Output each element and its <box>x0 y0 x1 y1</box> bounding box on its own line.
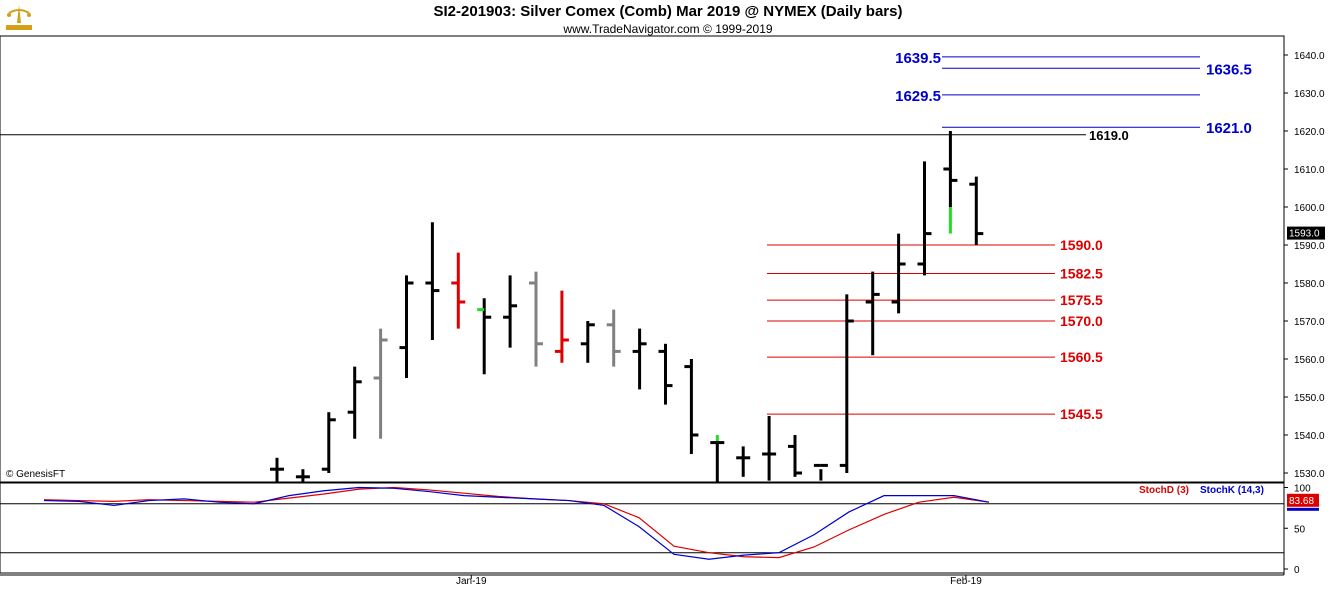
ohlc-bar <box>710 435 725 482</box>
chart-title: SI2-201903: Silver Comex (Comb) Mar 2019… <box>433 3 903 20</box>
stoch-plot <box>0 486 1284 560</box>
ohlc-bar <box>425 222 440 340</box>
level-label: 1619.0 <box>1089 128 1129 143</box>
last-price-box <box>1287 226 1325 240</box>
stoch-legend-d: StochD (3) <box>1139 485 1189 496</box>
ohlc-bar <box>839 294 854 473</box>
ohlc-bar <box>606 309 621 367</box>
price-tick-label: 1630.0 <box>1294 89 1325 100</box>
ohlc-bar <box>321 412 336 473</box>
ohlc-bar <box>943 131 958 234</box>
level-label: 1560.5 <box>1060 349 1103 365</box>
stoch-last-box <box>1287 493 1319 507</box>
ohlc-bar <box>762 416 777 481</box>
level-label: 1570.0 <box>1060 313 1103 329</box>
price-tick-label: 1610.0 <box>1294 165 1325 176</box>
level-label: 1621.0 <box>1206 120 1252 137</box>
ohlc-bar <box>270 457 284 482</box>
x-tick-label: Feb-19 <box>950 576 982 587</box>
ohlc-bar <box>632 328 647 390</box>
price-plot <box>0 56 1200 482</box>
stoch-last-label: 83.68 <box>1289 496 1314 507</box>
ohlc-bar <box>399 275 414 378</box>
price-tick-label: 1530.0 <box>1294 469 1325 480</box>
price-tick-label: 1620.0 <box>1294 127 1325 138</box>
ohlc-bar <box>347 366 362 439</box>
chart-subtitle: www.TradeNavigator.com © 1999-2019 <box>563 22 773 36</box>
copyright-label: © GenesisFT <box>6 469 66 480</box>
last-price-label: 1593.0 <box>1289 229 1320 240</box>
price-tick-label: 1580.0 <box>1294 279 1325 290</box>
stoch-tick-label: 50 <box>1294 524 1306 535</box>
trade-navigator-logo <box>4 3 34 33</box>
level-label: 1636.5 <box>1206 61 1252 78</box>
level-label: 1629.5 <box>895 88 941 105</box>
ohlc-bar <box>451 252 466 329</box>
price-tick-label: 1590.0 <box>1294 241 1325 252</box>
level-label: 1545.5 <box>1060 406 1103 422</box>
stoch-line <box>43 486 990 560</box>
ohlc-bar <box>295 469 310 482</box>
ohlc-bar <box>865 271 880 356</box>
level-label: 1639.5 <box>895 50 941 67</box>
stoch-panel-frame <box>0 482 1285 574</box>
price-tick-label: 1600.0 <box>1294 203 1325 214</box>
ohlc-bar <box>580 321 595 363</box>
price-tick-label: 1550.0 <box>1294 393 1325 404</box>
price-tick-label: 1640.0 <box>1294 51 1325 62</box>
ohlc-bar <box>373 328 388 439</box>
level-label: 1575.5 <box>1060 292 1103 308</box>
ohlc-bar <box>554 290 569 363</box>
ohlc-bar <box>658 343 673 405</box>
price-tick-label: 1560.0 <box>1294 355 1325 366</box>
stoch-tick-label: 0 <box>1294 565 1300 576</box>
ohlc-bar <box>917 161 932 276</box>
price-tick-label: 1540.0 <box>1294 431 1325 442</box>
x-tick-label: Jan-19 <box>456 576 487 587</box>
ohlc-bar <box>788 435 802 477</box>
ohlc-bar <box>684 359 699 454</box>
stoch-k-marker <box>1287 507 1319 511</box>
price-panel-frame <box>0 35 1285 483</box>
stoch-legend-k: StochK (14,3) <box>1200 485 1264 496</box>
stoch-tick-label: 100 <box>1294 484 1311 495</box>
price-tick-label: 1570.0 <box>1294 317 1325 328</box>
level-label: 1582.5 <box>1060 266 1103 282</box>
ohlc-bar <box>891 233 906 314</box>
ohlc-bar <box>736 446 751 477</box>
ohlc-bar <box>813 463 828 481</box>
ohlc-bar <box>503 275 518 348</box>
level-label: 1590.0 <box>1060 237 1103 253</box>
ohlc-bar <box>529 271 543 367</box>
ohlc-bar <box>969 176 984 245</box>
ohlc-bar <box>477 298 492 375</box>
